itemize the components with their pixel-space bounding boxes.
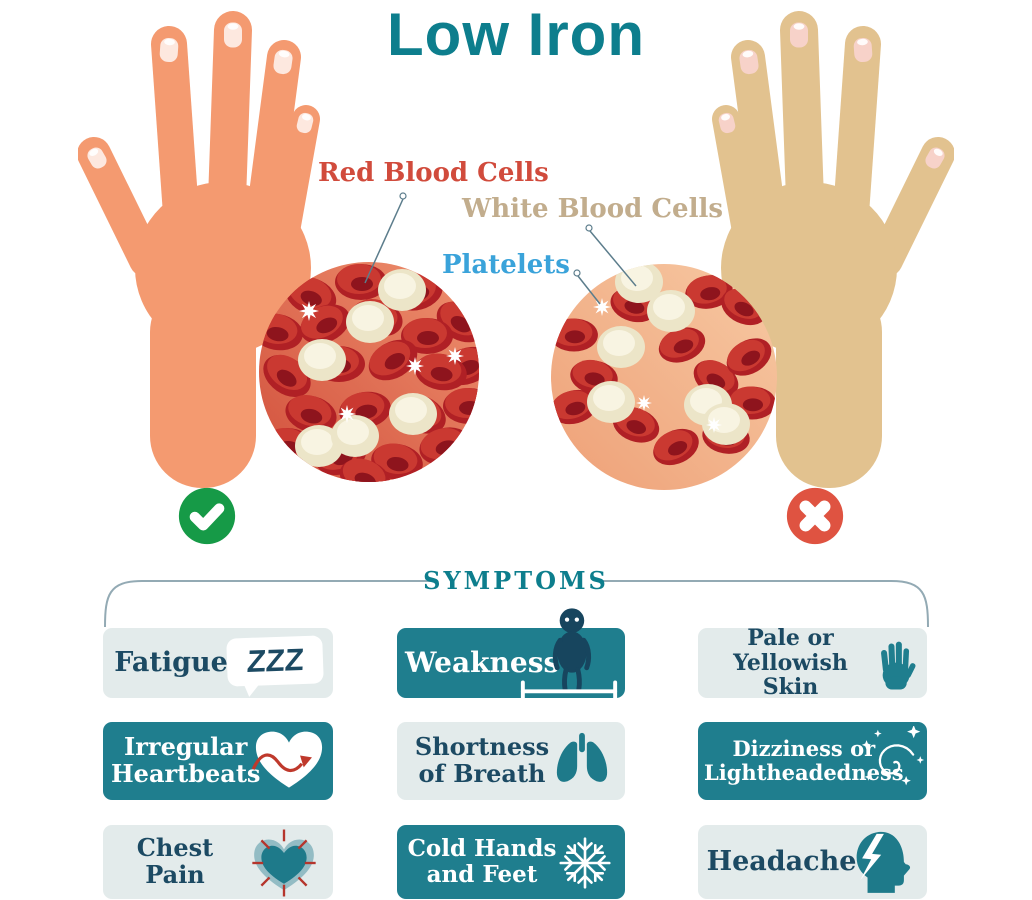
symptom-label-shortness-of-breath: Shortness of Breath: [414, 732, 550, 788]
symptom-label-irregular-heartbeats: Irregular Heartbeats: [111, 732, 261, 788]
dizziness-spiral-icon: [861, 726, 925, 786]
symptom-label-chest-pain: Chest Pain: [136, 833, 214, 889]
symptom-card-chest-pain: Chest Pain: [103, 825, 333, 899]
symptom-label-dizziness: Dizziness or Lightheadedness: [704, 736, 904, 785]
heartbeat-arrow-icon: [251, 731, 323, 788]
symptom-card-cold-hands-feet: Cold Hands and Feet: [397, 825, 625, 899]
symptom-label-fatigue: Fatigue: [114, 646, 228, 678]
leader-dots: [399, 192, 593, 277]
symptom-card-pale-skin: Pale or Yellowish Skin: [698, 625, 927, 701]
platelets-label: Platelets: [442, 250, 570, 280]
symptom-card-headache: Headache: [698, 825, 927, 899]
symptoms-bracket: [104, 580, 929, 628]
sleep-zzz-bubble-icon: ZZZ: [226, 635, 324, 687]
weak-person-icon: [520, 608, 618, 703]
symptom-label-weakness: Weakness: [405, 646, 560, 680]
symptom-label-cold-hands-feet: Cold Hands and Feet: [407, 835, 557, 888]
symptom-label-pale-skin: Pale or Yellowish Skin: [733, 625, 848, 701]
anemic-blood-magnifier: [544, 257, 784, 502]
cross-icon: [786, 487, 844, 545]
pale-hand-icon: [881, 641, 916, 690]
zzz-text: ZZZ: [245, 641, 305, 680]
pale-hand-illustration: [702, 0, 955, 505]
symptom-card-dizziness: Dizziness or Lightheadedness: [698, 722, 927, 800]
red-blood-cells-label: Red Blood Cells: [318, 158, 549, 188]
symptom-card-weakness: Weakness: [397, 608, 625, 703]
symptom-card-fatigue: Fatigue ZZZ: [103, 628, 333, 698]
symptom-card-shortness-of-breath: Shortness of Breath: [397, 722, 625, 800]
check-icon: [178, 487, 236, 545]
healthy-hand-illustration: [77, 0, 330, 505]
white-blood-cells-label: White Blood Cells: [462, 194, 723, 224]
symptom-card-irregular-heartbeats: Irregular Heartbeats: [103, 722, 333, 800]
symptoms-heading: SYMPTOMS: [423, 566, 609, 595]
chest-pain-heart-icon: [252, 829, 316, 897]
symptom-label-headache: Headache: [706, 845, 857, 877]
page-title: Low Iron: [387, 1, 645, 68]
healthy-blood-magnifier: [252, 255, 486, 494]
leader-lines: [364, 198, 637, 305]
lungs-icon: [556, 732, 608, 782]
headache-head-icon: [856, 831, 911, 893]
snowflake-icon: [559, 837, 611, 889]
